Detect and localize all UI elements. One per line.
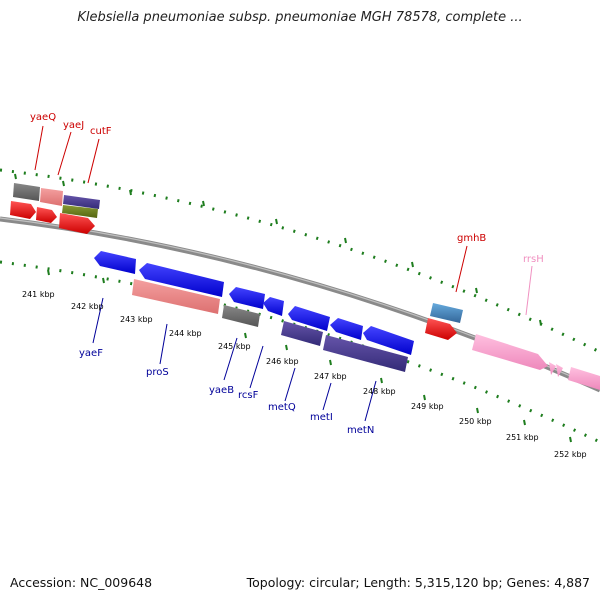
cds-arrow[interactable]	[59, 213, 95, 234]
cds-arrow[interactable]	[10, 201, 36, 219]
cds-arrow[interactable]	[139, 263, 224, 297]
gene-label-yaeJ[interactable]: yaeJ	[63, 120, 84, 131]
gene-feature[interactable]	[62, 205, 98, 218]
tick-label: 249 kbp	[411, 402, 444, 411]
gene-feature[interactable]	[13, 183, 40, 201]
gene-feature[interactable]	[40, 188, 63, 206]
gene-label-rrsH[interactable]: rrsH	[523, 254, 544, 265]
coordinate-labels: 241 kbp 242 kbp 243 kbp 244 kbp 245 kbp …	[22, 290, 587, 459]
tick-label: 248 kbp	[363, 387, 396, 396]
gene-label-proS[interactable]: proS	[146, 367, 169, 378]
gene-feature[interactable]	[430, 303, 463, 323]
tick-label: 242 kbp	[71, 302, 104, 311]
tick-track-upper	[0, 168, 600, 354]
tick-label: 243 kbp	[120, 315, 153, 324]
tick-label: 252 kbp	[554, 450, 587, 459]
gene-feature[interactable]	[281, 321, 323, 346]
gene-feature[interactable]	[63, 195, 100, 209]
gene-label-metQ[interactable]: metQ	[268, 402, 296, 413]
genome-summary-text: Topology: circular; Length: 5,315,120 bp…	[246, 575, 590, 590]
gene-label-gmhB[interactable]: gmhB	[457, 233, 486, 244]
gene-label-yaeB[interactable]: yaeB	[209, 385, 234, 396]
gene-label-metN[interactable]: metN	[347, 425, 374, 436]
gene-label-cutF[interactable]: cutF	[90, 126, 112, 137]
gene-label-yaeF[interactable]: yaeF	[79, 348, 103, 359]
tick-label: 247 kbp	[314, 372, 347, 381]
tick-label: 244 kbp	[169, 329, 202, 338]
accession-text: Accession: NC_009648	[10, 575, 153, 590]
map-title: Klebsiella pneumoniae subsp. pneumoniae …	[77, 10, 523, 25]
label-leaders	[34, 125, 533, 422]
gene-label-metI[interactable]: metI	[310, 412, 333, 423]
tick-track-lower	[0, 260, 600, 444]
tick-label: 241 kbp	[22, 290, 55, 299]
cds-arrow[interactable]	[363, 326, 414, 355]
gene-labels: yaeQ yaeJ cutF gmhB rrsH yaeF proS yaeB …	[30, 112, 544, 436]
gene-feature[interactable]	[323, 335, 408, 372]
cds-arrow[interactable]	[330, 318, 363, 340]
tick-label: 246 kbp	[266, 357, 299, 366]
rrna-arrow[interactable]	[549, 362, 556, 375]
gene-feature[interactable]	[132, 279, 220, 314]
rrna-arrow[interactable]	[472, 334, 548, 370]
gene-label-rcsF[interactable]: rcsF	[238, 390, 259, 401]
rrna-arrow[interactable]	[568, 367, 600, 390]
tick-label: 250 kbp	[459, 417, 492, 426]
tick-label: 245 kbp	[218, 342, 251, 351]
cds-arrow[interactable]	[263, 297, 284, 316]
cds-arrow[interactable]	[425, 318, 457, 340]
cds-arrow[interactable]	[94, 251, 136, 274]
cds-arrow[interactable]	[229, 287, 265, 309]
gene-feature[interactable]	[222, 305, 260, 327]
rrna-arrow[interactable]	[556, 364, 563, 377]
tick-label: 251 kbp	[506, 433, 539, 442]
cds-arrow[interactable]	[36, 207, 57, 223]
tick-marks	[14, 173, 572, 443]
cds-arrow[interactable]	[288, 306, 330, 331]
gene-label-yaeQ[interactable]: yaeQ	[30, 112, 56, 123]
